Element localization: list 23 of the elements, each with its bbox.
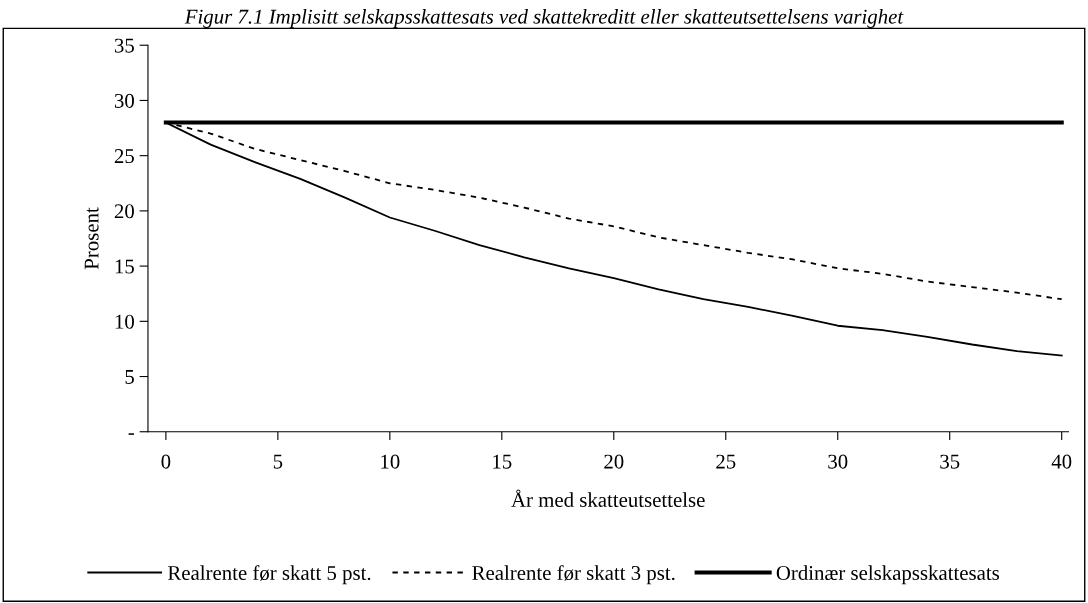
x-tick-label: 30 (828, 454, 848, 469)
y-tick-label: 20 (114, 204, 134, 219)
x-tick-label: 5 (273, 454, 283, 469)
legend-label: Realrente før skatt 3 pst. (472, 565, 675, 585)
y-tick-label: - (128, 433, 135, 435)
x-tick-label: 0 (161, 454, 171, 469)
legend-label: Realrente før skatt 5 pst. (167, 565, 371, 585)
y-tick-label: 35 (114, 38, 134, 53)
x-tick-label: 10 (381, 454, 400, 469)
y-tick-label: 15 (115, 259, 134, 274)
chart-title: Figur 7.1 Implisitt selskapsskattesats ved skattekreditt eller skatteutsettelsens varighet (184, 9, 904, 28)
x-tick-label: 15 (493, 454, 512, 469)
x-tick-label: 25 (716, 454, 736, 469)
x-axis-title: År med skatteutsettelse (511, 489, 705, 507)
y-tick-label: 5 (125, 370, 134, 384)
x-tick-label: 40 (1051, 454, 1072, 469)
y-tick-label: 10 (115, 314, 134, 329)
x-tick-label: 20 (604, 454, 624, 469)
y-axis-title: Prosent (84, 207, 99, 270)
legend-label: Ordinær selskapsskattesats (776, 565, 1000, 585)
y-tick-label: 30 (114, 93, 134, 108)
x-tick-label: 35 (940, 454, 960, 469)
y-tick-label: 25 (114, 149, 134, 164)
